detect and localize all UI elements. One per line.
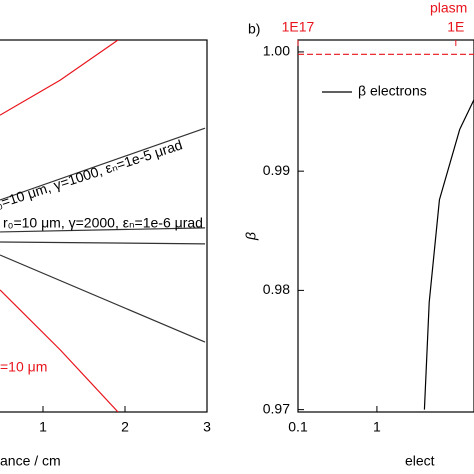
series-line	[0, 254, 206, 343]
x-tick-label: 3	[203, 419, 211, 435]
series-line	[0, 241, 206, 245]
y-axis-label: β	[243, 232, 259, 241]
x-tick-label: 2	[121, 419, 129, 435]
x-axis-label: ance / cm	[0, 453, 61, 469]
series-line	[0, 127, 206, 201]
plot-frame	[0, 39, 208, 413]
series-line	[0, 289, 119, 412]
y-tick-label: 0.99	[263, 162, 290, 178]
annotation: r₀=10 μm, γ=1000, εₙ=1e-5 μrad	[0, 136, 184, 213]
top-tick-label: 1E17	[282, 19, 315, 35]
annotation: =10 μm	[0, 359, 47, 375]
panel-label: b)	[248, 21, 260, 37]
series-line	[0, 227, 206, 233]
x-axis-label: elect	[405, 453, 435, 469]
legend-label: β electrons	[358, 83, 427, 99]
y-tick-label: 0.97	[263, 400, 290, 416]
x-tick-label: 0.1	[288, 419, 308, 435]
plot-frame	[297, 39, 474, 413]
series-line	[0, 40, 119, 116]
x-tick-label: 1	[39, 419, 47, 435]
x-tick-label: 1	[373, 419, 381, 435]
y-tick-label: 1.00	[263, 43, 290, 59]
y-tick-label: 0.98	[263, 281, 290, 297]
top-axis-label: plasm	[430, 0, 467, 16]
annotation: r₀=10 μm, γ=2000, εₙ=1e-6 μrad	[3, 215, 203, 231]
series-line	[423, 99, 474, 410]
top-tick-label: 1E	[447, 19, 464, 35]
